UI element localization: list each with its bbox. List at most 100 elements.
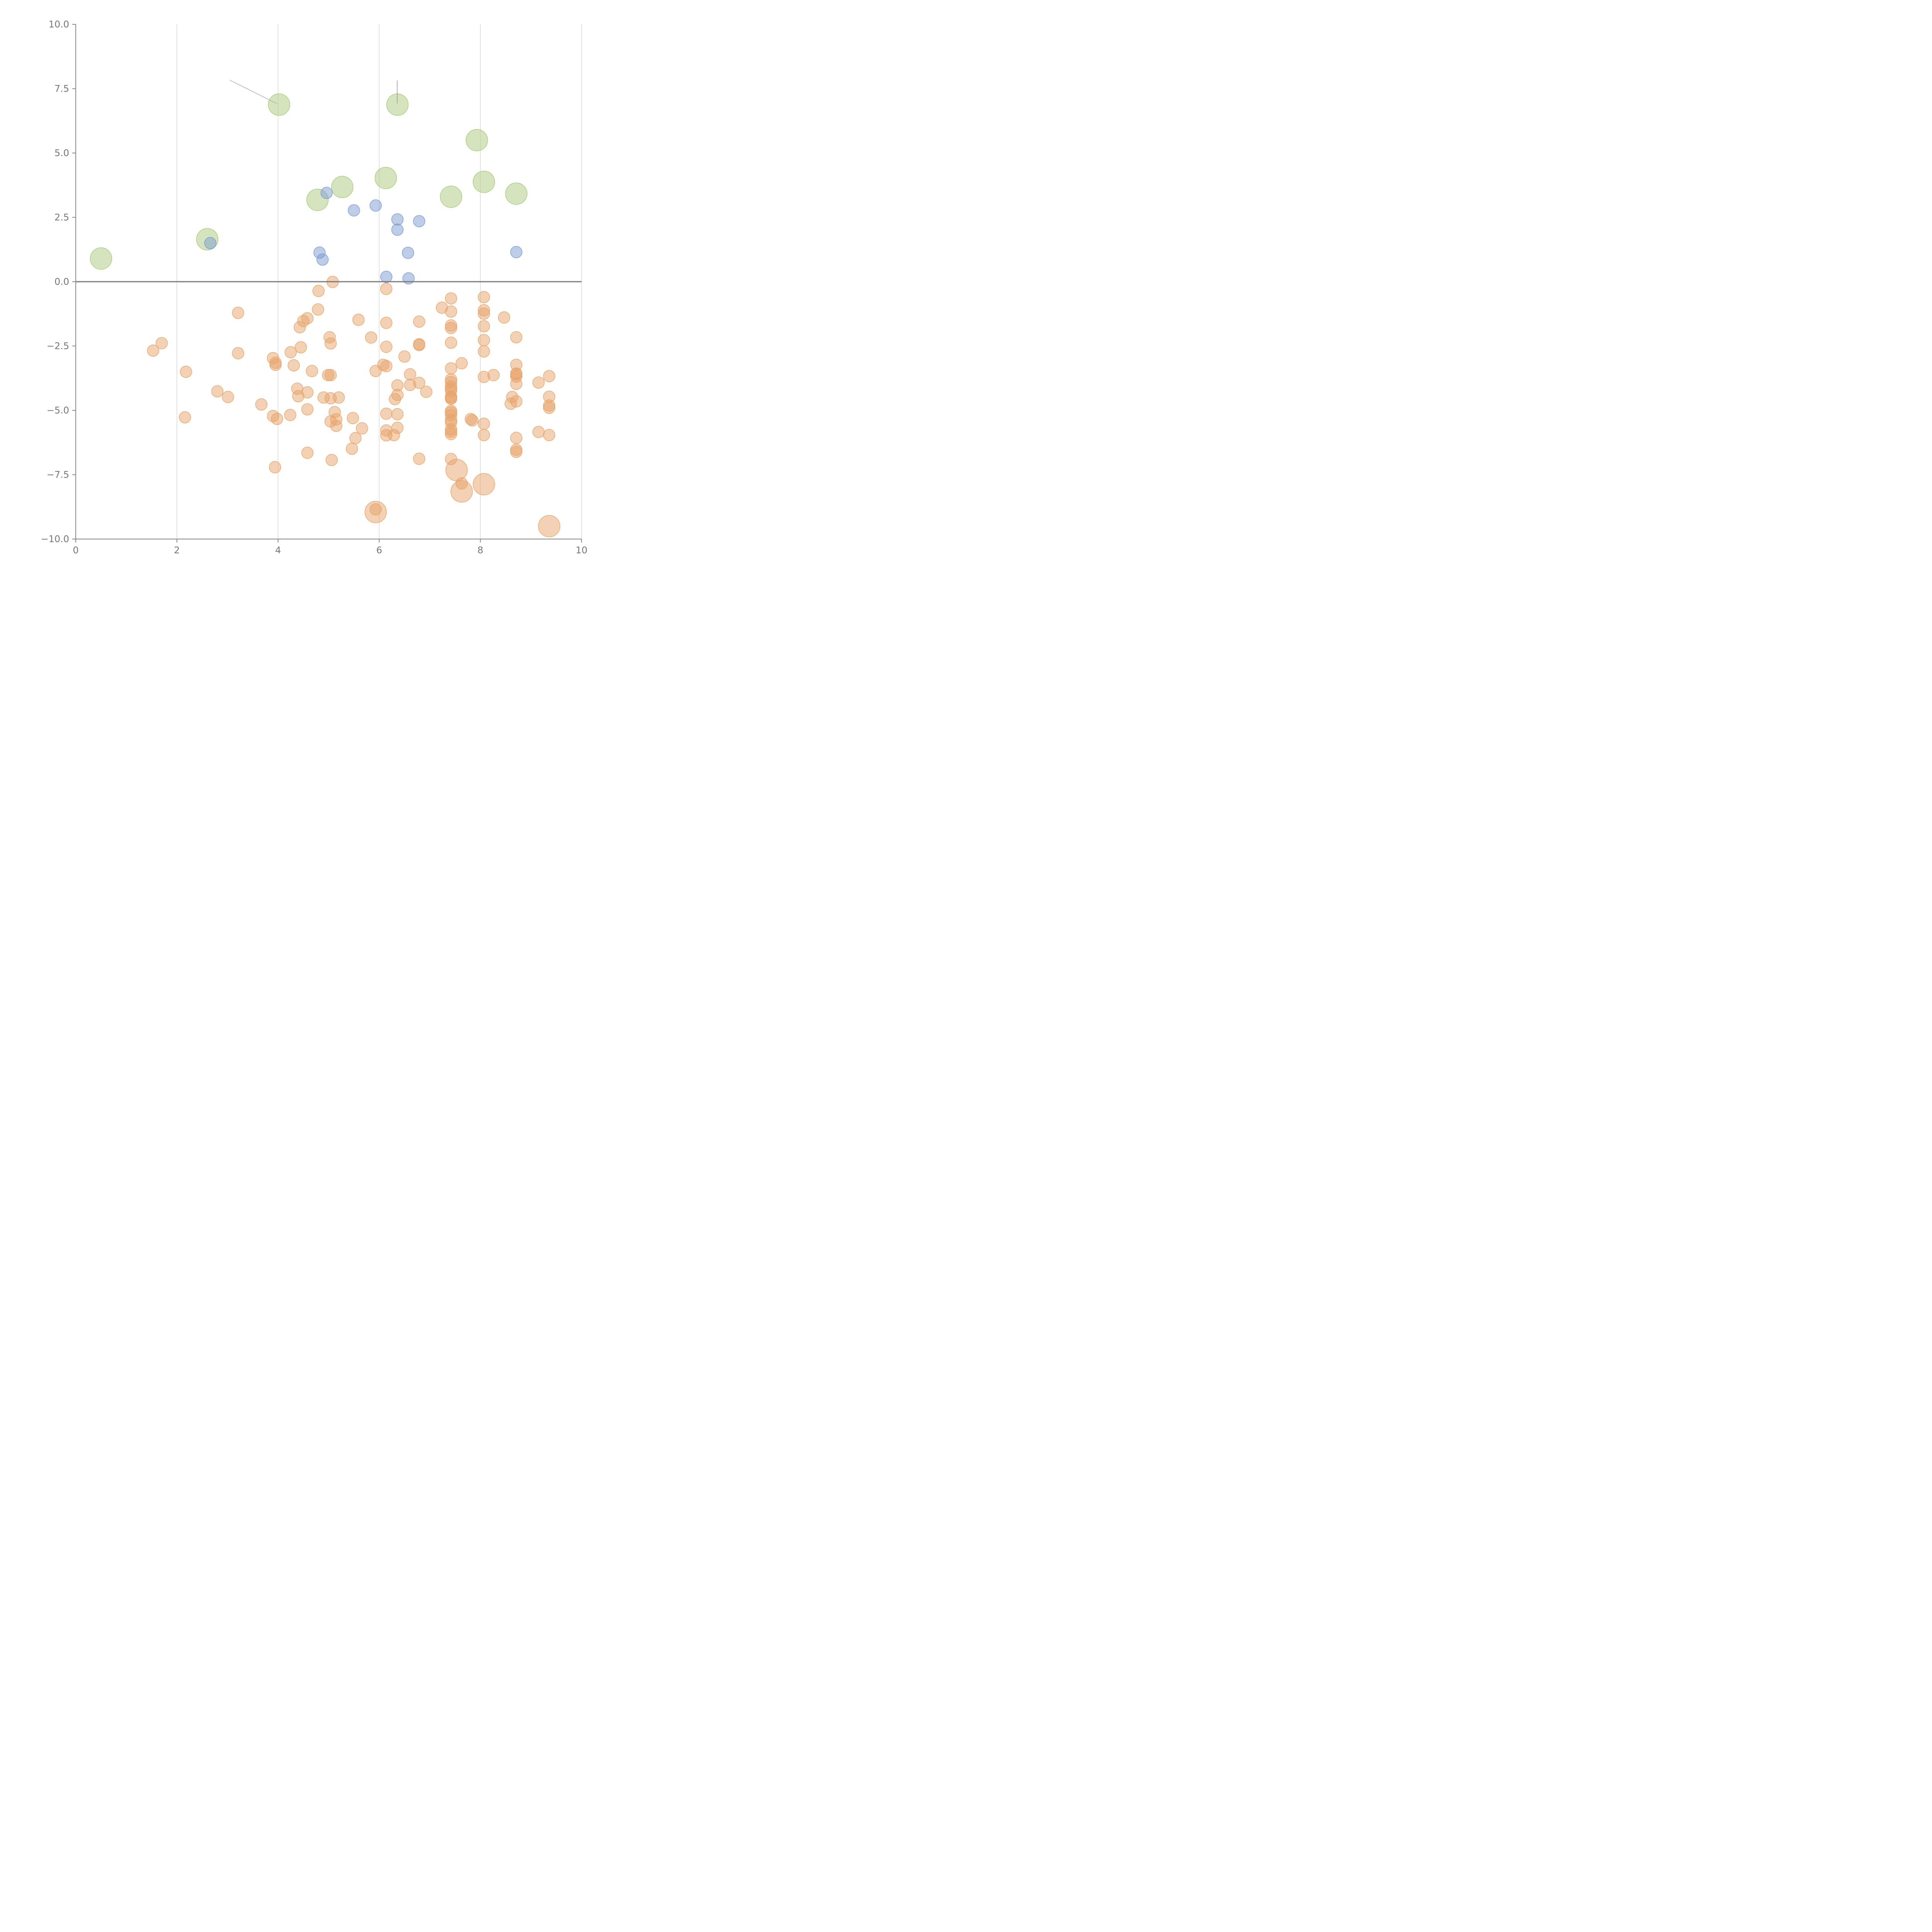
- data-point: [510, 331, 522, 344]
- data-point: [324, 337, 337, 350]
- data-point: [391, 213, 404, 226]
- data-point: [466, 129, 488, 151]
- x-tick-label: 2: [174, 545, 180, 556]
- data-point: [398, 350, 411, 363]
- data-point: [445, 292, 457, 305]
- data-point: [301, 386, 314, 399]
- data-point: [543, 370, 555, 383]
- data-point: [211, 385, 224, 398]
- data-point: [445, 393, 457, 405]
- data-point: [478, 291, 490, 303]
- data-point: [284, 346, 297, 359]
- data-point: [413, 452, 425, 465]
- data-point: [391, 223, 404, 236]
- data-point: [365, 331, 378, 344]
- data-point: [222, 391, 234, 403]
- y-tick-label: 0.0: [54, 276, 69, 287]
- y-tick-label: −2.5: [47, 341, 69, 352]
- data-point: [349, 432, 362, 444]
- data-point: [402, 247, 414, 259]
- data-point: [348, 204, 360, 217]
- data-point: [320, 187, 333, 199]
- data-point: [294, 341, 307, 354]
- data-point: [180, 366, 192, 378]
- data-point: [155, 337, 168, 349]
- data-point: [413, 339, 425, 351]
- data-point: [478, 334, 490, 346]
- data-point: [487, 369, 500, 381]
- x-tick-label: 6: [376, 545, 382, 556]
- data-point: [269, 461, 281, 473]
- data-point: [543, 429, 555, 441]
- data-point: [478, 429, 490, 441]
- data-point: [352, 313, 365, 326]
- data-point: [380, 407, 393, 420]
- data-point: [331, 176, 354, 198]
- data-point: [306, 365, 318, 377]
- data-point: [478, 307, 490, 320]
- data-point: [301, 447, 314, 459]
- data-point: [380, 270, 393, 283]
- scatter-chart: 0 2 4 6 8 10 10.0 7.5 5.0 2.5 0.0 −2.5 −5.0 −7.5 −10.0: [41, 19, 587, 556]
- data-point: [369, 199, 382, 212]
- data-point: [543, 401, 555, 414]
- data-point: [380, 360, 393, 372]
- x-tick-label: 4: [275, 545, 281, 556]
- leader-line: [229, 80, 278, 104]
- data-point: [374, 167, 397, 189]
- data-point: [413, 215, 425, 228]
- data-point: [498, 311, 510, 324]
- data-point: [271, 413, 283, 425]
- data-point: [380, 340, 393, 353]
- data-point: [445, 362, 457, 375]
- data-point: [364, 501, 387, 523]
- data-point: [402, 272, 415, 285]
- data-point: [312, 303, 324, 316]
- data-point: [510, 378, 522, 390]
- data-point: [456, 357, 468, 369]
- y-tick-label: −7.5: [47, 469, 69, 480]
- data-point: [391, 389, 404, 401]
- x-tick-label: 0: [73, 545, 78, 556]
- data-point: [301, 312, 314, 325]
- data-point: [532, 426, 545, 438]
- data-point: [473, 170, 495, 193]
- data-point: [420, 386, 432, 398]
- data-point: [301, 403, 314, 416]
- data-point: [510, 432, 522, 444]
- data-point: [413, 315, 425, 328]
- data-point: [204, 237, 216, 249]
- data-points: [90, 80, 560, 537]
- axes: 0 2 4 6 8 10 10.0 7.5 5.0 2.5 0.0 −2.5 −5.0 −7.5 −10.0: [41, 19, 587, 556]
- data-point: [356, 422, 368, 435]
- y-tick-label: 10.0: [49, 19, 69, 30]
- y-tick-label: 2.5: [54, 212, 69, 223]
- data-point: [316, 253, 329, 266]
- data-point: [179, 411, 191, 423]
- data-point: [255, 398, 268, 411]
- data-point: [473, 473, 495, 495]
- x-tick-label: 8: [478, 545, 483, 556]
- data-point: [478, 320, 490, 332]
- data-point: [269, 359, 282, 371]
- data-point: [445, 459, 468, 481]
- data-point: [445, 428, 457, 440]
- data-point: [332, 391, 345, 404]
- data-point: [510, 246, 522, 259]
- data-point: [404, 368, 416, 381]
- data-point: [232, 306, 244, 319]
- data-point: [413, 376, 425, 389]
- data-point: [347, 412, 359, 424]
- data-point: [478, 345, 490, 358]
- data-point: [268, 94, 290, 116]
- data-point: [510, 395, 522, 408]
- data-point: [287, 359, 300, 372]
- data-point: [440, 185, 463, 208]
- data-point: [380, 316, 393, 329]
- data-point: [478, 417, 490, 430]
- x-tick-label: 10: [576, 545, 588, 556]
- y-tick-label: −5.0: [47, 405, 69, 416]
- data-point: [312, 285, 325, 297]
- data-point: [90, 247, 112, 270]
- data-point: [466, 414, 479, 427]
